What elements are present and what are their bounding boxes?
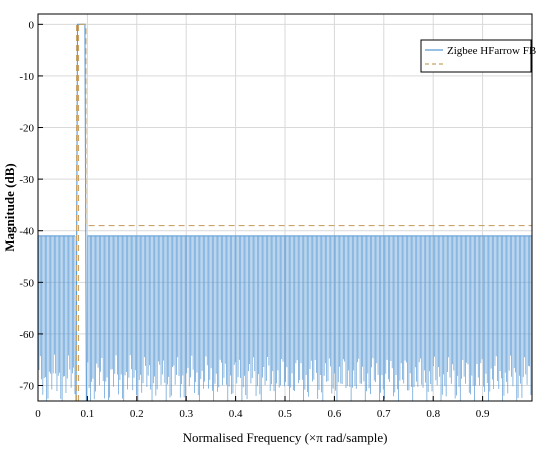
y-tick-label: -50 [19, 277, 34, 289]
legend-box [420, 39, 532, 73]
x-tick-label: 0.2 [130, 408, 144, 420]
x-tick-label: 0 [35, 408, 41, 420]
y-tick-label: -20 [19, 123, 34, 135]
x-tick-label: 0.7 [377, 408, 391, 420]
x-axis-label: Normalised Frequency (×π rad/sample) [183, 430, 388, 445]
y-tick-label: -60 [19, 329, 34, 341]
series-layer [38, 23, 532, 402]
response-passband [75, 23, 87, 402]
x-tick-label: 0.3 [179, 408, 193, 420]
x-tick-label: 0.4 [229, 408, 243, 420]
tick-layer: 0 0.1 0.2 0.3 0.4 0.5 0.6 0.7 0.8 0.9 0 -10 -20 -30 -4… [19, 19, 490, 420]
y-tick-label: -30 [19, 174, 34, 186]
y-tick-label: -10 [19, 71, 34, 83]
x-tick-label: 0.6 [328, 408, 342, 420]
y-tick-label: -70 [19, 381, 34, 393]
grid [37, 14, 532, 401]
y-tick-label: -40 [19, 226, 34, 238]
x-tick-label: 0.9 [476, 408, 490, 420]
x-tick-label: 0.8 [426, 408, 440, 420]
y-axis-label: Magnitude (dB) [2, 163, 17, 251]
x-tick-label: 0.1 [81, 408, 95, 420]
legend: Zigbee HFarrow FB [420, 39, 536, 73]
legend-entry-label: Zigbee HFarrow FB [447, 45, 536, 57]
y-tick-label: 0 [29, 19, 35, 31]
response-stopband-ripple [38, 235, 532, 401]
x-tick-label: 0.5 [278, 408, 292, 420]
mask-template [75, 23, 532, 401]
